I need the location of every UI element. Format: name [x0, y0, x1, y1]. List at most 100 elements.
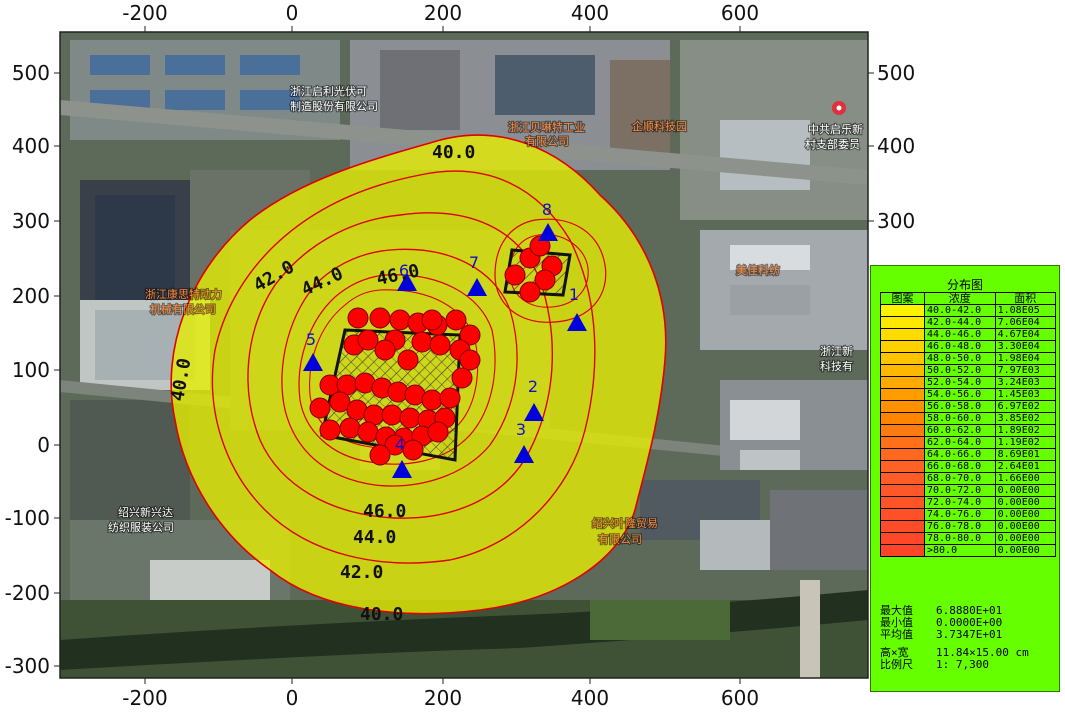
- legend-range: 72.0-74.0: [924, 496, 996, 509]
- place-labels: 浙江启利光伏可 制造股份有限公司 浙江贝琳特工业 有限公司 企顺科技园 中共启乐…: [107, 83, 864, 547]
- point-source: [411, 331, 433, 353]
- x-tick-label: 200: [424, 686, 462, 710]
- y-tick-label: 500: [12, 61, 50, 85]
- legend-row: 56.0-58.0 6.97E02: [880, 400, 1057, 413]
- legend-row: 54.0-56.0 1.45E03: [880, 388, 1057, 401]
- legend-swatch: [880, 388, 925, 401]
- legend-swatch: [880, 508, 925, 521]
- legend-area: 3.24E03: [994, 376, 1057, 389]
- legend-row: 66.0-68.0 2.64E01: [880, 460, 1057, 473]
- point-source: [399, 407, 421, 429]
- legend-row: 58.0-60.0 3.85E02: [880, 412, 1057, 425]
- point-source: [504, 264, 526, 286]
- point-source: [374, 339, 396, 361]
- legend-swatch: [880, 316, 925, 329]
- y-tick-label: 200: [12, 284, 50, 308]
- y-tick-label: -200: [5, 581, 50, 605]
- legend-range: 66.0-68.0: [924, 460, 996, 473]
- point-source: [459, 349, 481, 371]
- y-axis-left: 500 400 300 200 100 0 -100 -200 -300: [5, 61, 50, 678]
- legend-range: 48.0-50.0: [924, 352, 996, 365]
- y-tick-label: 300: [12, 209, 50, 233]
- place-label: 有限公司: [525, 134, 569, 148]
- legend-range: 64.0-66.0: [924, 448, 996, 461]
- legend-area: 1.66E00: [994, 472, 1057, 485]
- contour-upper-outer: [494, 218, 607, 323]
- legend-area: 3.85E02: [994, 412, 1057, 425]
- legend-area: 1.89E02: [994, 424, 1057, 437]
- legend-row: 64.0-66.0 8.69E01: [880, 448, 1057, 461]
- receptor-label: 3: [516, 420, 526, 439]
- y-tick-label: 0: [37, 433, 50, 457]
- x-tick-label: 0: [286, 686, 299, 710]
- place-label: 浙江贝琳特工业: [508, 120, 585, 134]
- legend-swatch: [880, 340, 925, 353]
- legend-header-row: 图案 浓度 面积: [880, 292, 1057, 305]
- legend-swatch: [880, 448, 925, 461]
- legend-row: 44.0-46.0 4.67E04: [880, 328, 1057, 341]
- y-tick-label: 100: [12, 358, 50, 382]
- legend-row: 42.0-44.0 7.06E04: [880, 316, 1057, 329]
- receptor-triangle-icon: [524, 403, 544, 421]
- x-tick-label: 200: [424, 1, 462, 25]
- point-source: [421, 389, 443, 411]
- y-tick-label: 500: [877, 61, 915, 85]
- point-source: [459, 324, 481, 346]
- point-source: [421, 309, 443, 331]
- point-source: [519, 281, 541, 303]
- receptor-label: 6: [399, 261, 409, 280]
- legend-swatch: [880, 364, 925, 377]
- legend-panel: 分布图 图案 浓度 面积 40.0-42.0 1.08E05 42.0-44.0 7.…: [870, 265, 1060, 692]
- legend-title: 分布图: [946, 278, 983, 292]
- receptor-label: 1: [569, 285, 579, 304]
- legend-range: 78.0-80.0: [924, 532, 996, 545]
- point-source: [369, 307, 391, 329]
- point-source: [389, 309, 411, 331]
- x-tick-label: 400: [571, 1, 609, 25]
- legend-range: 50.0-52.0: [924, 364, 996, 377]
- receptor-markers: 1 2 3 4 5 6 7 8: [303, 200, 587, 478]
- point-source: [329, 391, 351, 413]
- legend-swatch: [880, 400, 925, 413]
- legend-range: 40.0-42.0: [924, 304, 996, 317]
- legend-header: 浓度: [924, 292, 996, 305]
- place-label: 绍兴新兴达: [118, 505, 173, 519]
- legend-area: 1.19E02: [994, 436, 1057, 449]
- legend-area: 0.00E00: [994, 544, 1057, 557]
- legend-row: 40.0-42.0 1.08E05: [880, 304, 1057, 317]
- legend-range: 56.0-58.0: [924, 400, 996, 413]
- point-source: [397, 349, 419, 371]
- y-tick-label: -300: [5, 654, 50, 678]
- x-tick-label: 400: [571, 686, 609, 710]
- legend-swatch: [880, 484, 925, 497]
- point-source: [319, 419, 341, 441]
- point-sources: [309, 235, 563, 466]
- receptor-label: 2: [528, 377, 538, 396]
- stat-avg: 平均值 3.7347E+01: [880, 628, 1003, 641]
- point-source: [427, 421, 449, 443]
- legend-area: 0.00E00: [994, 520, 1057, 533]
- legend-row: 62.0-64.0 1.19E02: [880, 436, 1057, 449]
- place-label: 浙江康思特动力: [145, 287, 222, 301]
- contour-label: 40.0: [432, 142, 475, 163]
- legend-row: 74.0-76.0 0.00E00: [880, 508, 1057, 521]
- point-source: [445, 309, 467, 331]
- place-label: 浙江启利光伏可: [290, 84, 367, 98]
- x-tick-label: -200: [122, 686, 167, 710]
- contour-label: 44.0: [353, 527, 396, 548]
- legend-range: 54.0-56.0: [924, 388, 996, 401]
- contour-label: 42.0: [340, 562, 383, 583]
- place-label: 科技有: [820, 359, 853, 373]
- x-tick-label: 0: [286, 1, 299, 25]
- receptor-label: 8: [542, 200, 552, 219]
- point-source: [429, 334, 451, 356]
- contour-label: 40.0: [360, 604, 403, 625]
- legend-row: 68.0-70.0 1.66E00: [880, 472, 1057, 485]
- legend-area: 1.08E05: [994, 304, 1057, 317]
- point-source: [402, 439, 424, 461]
- legend-swatch: [880, 460, 925, 473]
- legend-range: 60.0-62.0: [924, 424, 996, 437]
- legend-swatch: [880, 532, 925, 545]
- place-label: 村支部委员: [805, 137, 860, 151]
